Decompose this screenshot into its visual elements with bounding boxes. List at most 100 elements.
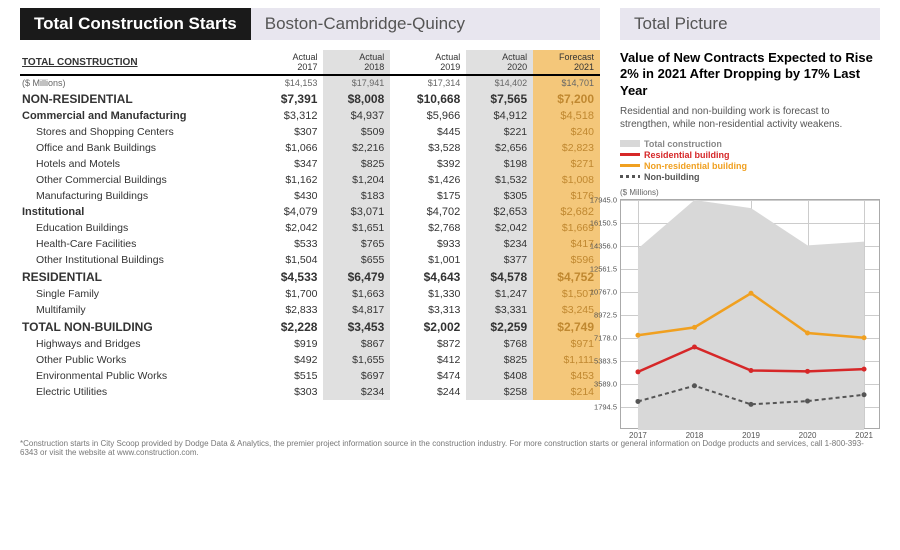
table-row: Health-Care Facilities$533$765$933$234$4…: [20, 236, 600, 252]
cell: $867: [323, 336, 390, 352]
table-row: TOTAL NON-BUILDING$2,228$3,453$2,002$2,2…: [20, 318, 600, 336]
cell: $4,643: [390, 268, 466, 286]
cell: $14,701: [533, 75, 600, 90]
cell: $2,042: [257, 220, 324, 236]
cell: $3,453: [323, 318, 390, 336]
row-label: Hotels and Motels: [20, 156, 257, 172]
col-header: Actual2017: [257, 50, 324, 75]
cell: $765: [323, 236, 390, 252]
cell: $768: [466, 336, 533, 352]
cell: $258: [466, 384, 533, 400]
cell: $5,966: [390, 108, 466, 124]
y-tick: 3589.0: [581, 379, 617, 388]
y-tick: 12561.5: [581, 264, 617, 273]
table-row: Other Commercial Buildings$1,162$1,204$1…: [20, 172, 600, 188]
row-label: TOTAL NON-BUILDING: [20, 318, 257, 336]
cell: $234: [466, 236, 533, 252]
cell: $2,042: [466, 220, 533, 236]
y-tick: 16150.5: [581, 218, 617, 227]
cell: $347: [257, 156, 324, 172]
table-row: ($ Millions)$14,153$17,941$17,314$14,402…: [20, 75, 600, 90]
cell: $392: [390, 156, 466, 172]
row-label: ($ Millions): [20, 75, 257, 90]
row-label: Institutional: [20, 204, 257, 220]
cell: $3,331: [466, 302, 533, 318]
row-label: RESIDENTIAL: [20, 268, 257, 286]
cell: $825: [466, 352, 533, 368]
cell: $4,518: [533, 108, 600, 124]
construction-table: TOTAL CONSTRUCTIONActual2017Actual2018Ac…: [20, 50, 600, 400]
cell: $17,941: [323, 75, 390, 90]
row-label: Office and Bank Buildings: [20, 140, 257, 156]
cell: $17,314: [390, 75, 466, 90]
col-header: Forecast2021: [533, 50, 600, 75]
row-label: Environmental Public Works: [20, 368, 257, 384]
table-row: Hotels and Motels$347$825$392$198$271: [20, 156, 600, 172]
legend-label: Residential building: [644, 150, 730, 160]
legend-label: Total construction: [644, 139, 722, 149]
cell: $8,008: [323, 90, 390, 108]
side-body: Residential and non-building work is for…: [620, 105, 880, 131]
cell: $3,313: [390, 302, 466, 318]
legend-item: Total construction: [620, 139, 880, 149]
chart-unit-label: ($ Millions): [620, 188, 880, 197]
y-tick: 7178.0: [581, 333, 617, 342]
cell: $7,391: [257, 90, 324, 108]
cell: $244: [390, 384, 466, 400]
cell: $4,912: [466, 108, 533, 124]
cell: $1,001: [390, 252, 466, 268]
table-row: NON-RESIDENTIAL$7,391$8,008$10,668$7,565…: [20, 90, 600, 108]
table-row: Highways and Bridges$919$867$872$768$971: [20, 336, 600, 352]
row-label: Highways and Bridges: [20, 336, 257, 352]
x-tick: 2019: [742, 431, 760, 440]
cell: $3,312: [257, 108, 324, 124]
row-label: NON-RESIDENTIAL: [20, 90, 257, 108]
x-tick: 2020: [799, 431, 817, 440]
cell: $4,533: [257, 268, 324, 286]
header-title: Total Construction Starts: [20, 8, 251, 40]
row-label: Manufacturing Buildings: [20, 188, 257, 204]
cell: $919: [257, 336, 324, 352]
cell: $175: [390, 188, 466, 204]
cell: $1,532: [466, 172, 533, 188]
cell: $430: [257, 188, 324, 204]
cell: $6,479: [323, 268, 390, 286]
table-row: Manufacturing Buildings$430$183$175$305$…: [20, 188, 600, 204]
cell: $198: [466, 156, 533, 172]
header-bar: Total Construction Starts Boston-Cambrid…: [20, 8, 600, 40]
x-tick: 2017: [629, 431, 647, 440]
cell: $2,002: [390, 318, 466, 336]
row-label: Other Public Works: [20, 352, 257, 368]
cell: $1,247: [466, 286, 533, 302]
table-row: Commercial and Manufacturing$3,312$4,937…: [20, 108, 600, 124]
cell: $2,653: [466, 204, 533, 220]
cell: $2,768: [390, 220, 466, 236]
cell: $697: [323, 368, 390, 384]
header-subtitle: Boston-Cambridge-Quincy: [251, 8, 600, 40]
table-row: Education Buildings$2,042$1,651$2,768$2,…: [20, 220, 600, 236]
cell: $14,402: [466, 75, 533, 90]
cell: $271: [533, 156, 600, 172]
cell: $4,937: [323, 108, 390, 124]
row-label: Single Family: [20, 286, 257, 302]
side-title: Value of New Contracts Expected to Rise …: [620, 50, 880, 99]
table-row: Office and Bank Buildings$1,066$2,216$3,…: [20, 140, 600, 156]
table-row: Single Family$1,700$1,663$1,330$1,247$1,…: [20, 286, 600, 302]
cell: $14,153: [257, 75, 324, 90]
cell: $445: [390, 124, 466, 140]
cell: $10,668: [390, 90, 466, 108]
cell: $2,833: [257, 302, 324, 318]
legend-item: Non-building: [620, 172, 880, 182]
cell: $7,200: [533, 90, 600, 108]
row-label: Commercial and Manufacturing: [20, 108, 257, 124]
cell: $2,656: [466, 140, 533, 156]
cell: $377: [466, 252, 533, 268]
x-tick: 2018: [686, 431, 704, 440]
cell: $305: [466, 188, 533, 204]
legend-label: Non-residential building: [644, 161, 747, 171]
table-row: RESIDENTIAL$4,533$6,479$4,643$4,578$4,75…: [20, 268, 600, 286]
cell: $2,259: [466, 318, 533, 336]
cell: $515: [257, 368, 324, 384]
table-row: Institutional$4,079$3,071$4,702$2,653$2,…: [20, 204, 600, 220]
line-chart: 1794.53589.05383.57178.08972.510767.0125…: [620, 199, 880, 429]
